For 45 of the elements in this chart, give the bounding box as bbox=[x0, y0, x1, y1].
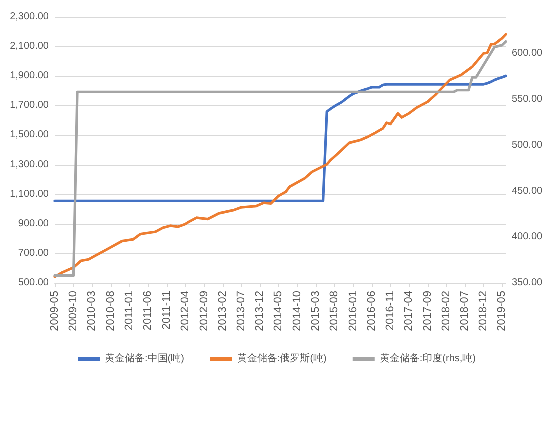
legend-label: 黄金储备:中国(吨) bbox=[105, 352, 184, 364]
y2-tick-label: 600.00 bbox=[512, 48, 544, 60]
x-tick-label: 2017-04 bbox=[403, 291, 416, 332]
x-tick-label: 2013-12 bbox=[254, 291, 266, 332]
y-tick-label: 1,500.00 bbox=[10, 130, 50, 141]
y2-tick-label: 500.00 bbox=[512, 140, 544, 151]
x-tick-label: 2018-12 bbox=[478, 291, 490, 332]
x-tick-label: 2011-01 bbox=[124, 291, 136, 331]
x-tick-label: 2015-08 bbox=[328, 291, 341, 332]
x-tick-label: 2019-05 bbox=[496, 291, 508, 332]
x-tick-label: 2018-02 bbox=[440, 291, 453, 332]
x-tick-label: 2018-07 bbox=[458, 291, 471, 332]
y-tick-label: 1,100.00 bbox=[10, 188, 50, 200]
x-tick-label: 2009-10 bbox=[68, 291, 80, 332]
x-tick-label: 2011-11 bbox=[160, 291, 173, 330]
y-tick-label: 2,300.00 bbox=[10, 12, 50, 22]
x-tick-label: 2015-03 bbox=[310, 291, 322, 332]
y2-tick-label: 400.00 bbox=[512, 232, 544, 243]
line-series bbox=[54, 74, 508, 202]
y-tick-label: 500.00 bbox=[18, 278, 50, 288]
x-tick-label: 2014-10 bbox=[291, 291, 304, 332]
x-tick-label: 2017-09 bbox=[422, 291, 434, 332]
x-tick-label: 2009-05 bbox=[49, 291, 61, 332]
y-tick-label: 1,900.00 bbox=[10, 70, 50, 82]
x-tick-label: 2012-09 bbox=[198, 291, 210, 332]
legend-label: 黄金储备:俄罗斯(吨) bbox=[237, 352, 327, 364]
y-tick-label: 1,300.00 bbox=[10, 159, 50, 170]
x-tick-label: 2010-08 bbox=[104, 291, 117, 332]
x-tick-label: 2016-06 bbox=[366, 291, 378, 332]
y2-tick-label: 450.00 bbox=[512, 186, 544, 197]
y2-tick-label: 550.00 bbox=[512, 94, 544, 106]
x-tick-label: 2012-04 bbox=[180, 291, 192, 332]
y-tick-label: 2,100.00 bbox=[10, 41, 50, 52]
x-tick-label: 2014-05 bbox=[272, 291, 285, 332]
x-tick-label: 2011-06 bbox=[142, 291, 154, 331]
y-tick-label: 700.00 bbox=[18, 248, 50, 259]
x-tick-label: 2013-02 bbox=[217, 291, 230, 332]
x-tick-label: 2016-11 bbox=[384, 291, 397, 331]
x-tick-label: 2016-01 bbox=[347, 291, 360, 332]
x-tick-label: 2010-03 bbox=[86, 291, 98, 332]
y-tick-label: 900.00 bbox=[18, 218, 50, 230]
y2-tick-label: 350.00 bbox=[512, 278, 544, 288]
legend-label: 黄金储备:印度(rhs,吨) bbox=[380, 352, 476, 364]
x-tick-label: 2013-07 bbox=[235, 291, 248, 332]
y-tick-label: 1,700.00 bbox=[10, 100, 50, 112]
